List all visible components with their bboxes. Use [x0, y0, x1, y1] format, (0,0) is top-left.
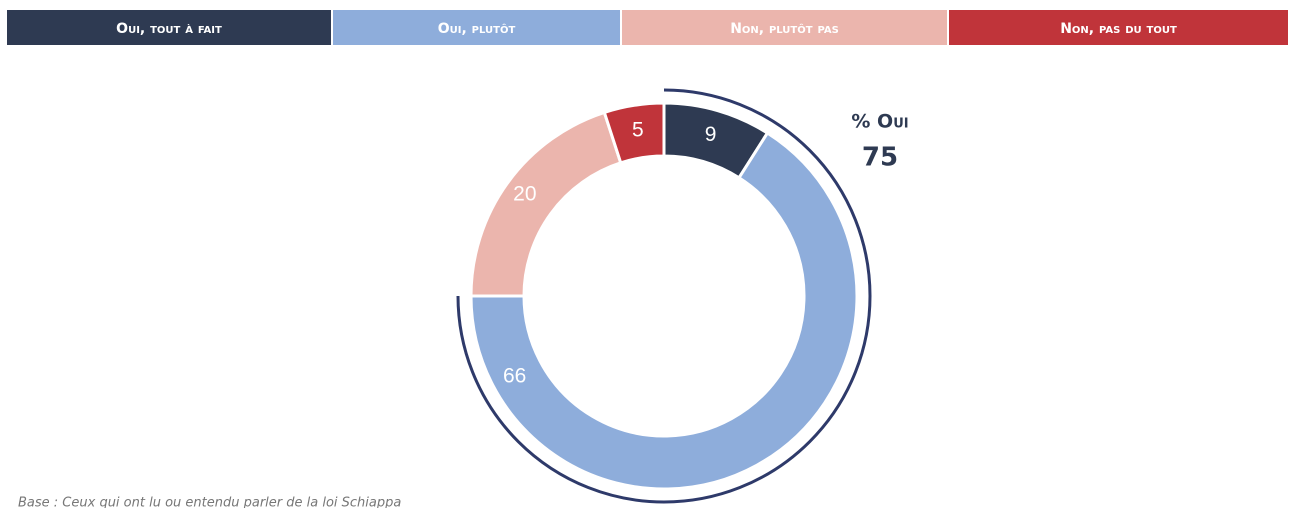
legend-swatch: [333, 10, 620, 45]
note: Base : Ceux qui ont lu ou entendu parler…: [18, 496, 401, 508]
annotation-value: 75: [862, 143, 898, 173]
donut-segment: [469, 110, 623, 298]
legend-swatch: [622, 10, 947, 45]
annotation-arc: [456, 88, 872, 504]
donut-segment: [469, 130, 859, 491]
legend-swatch: [949, 10, 1288, 45]
donut-segment: [602, 101, 666, 165]
legend-label: Non, plutôt pas: [730, 21, 839, 37]
data-label: 9: [705, 123, 717, 146]
annotation-label: % Oui: [851, 111, 908, 133]
legend-label: Oui, plutôt: [438, 21, 516, 37]
data-label: 20: [513, 182, 536, 205]
data-label: 5: [632, 119, 644, 142]
data-label: 66: [503, 365, 526, 388]
legend-label: Oui, tout à fait: [116, 21, 222, 37]
legend-label: Non, pas du tout: [1060, 21, 1177, 37]
legend-swatch: [7, 10, 331, 45]
